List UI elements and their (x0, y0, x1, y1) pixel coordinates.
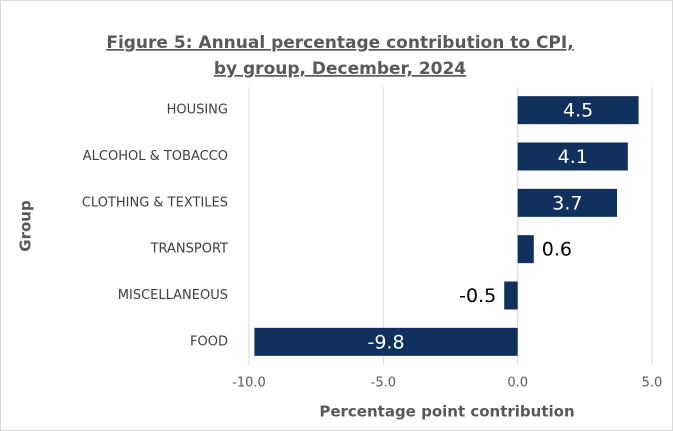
y-tick-label: ALCOHOL & TOBACCO (83, 149, 228, 164)
y-tick-label: TRANSPORT (150, 242, 228, 257)
y-tick-label: CLOTHING & TEXTILES (82, 195, 228, 210)
data-label: -9.8 (367, 331, 404, 353)
bar (517, 96, 639, 125)
bar (517, 188, 618, 217)
x-axis-label: Percentage point contribution (319, 403, 574, 421)
chart-title: Figure 5: Annual percentage contribution… (106, 33, 573, 53)
y-axis-label: Group (17, 200, 35, 252)
bar (504, 281, 518, 310)
data-label: 4.5 (563, 100, 593, 122)
data-label: 4.1 (558, 146, 588, 168)
y-tick-label: FOOD (190, 334, 228, 349)
data-label: 3.7 (552, 192, 582, 214)
bar (517, 235, 534, 264)
x-tick-label: -10.0 (232, 376, 266, 391)
chart-title: by group, December, 2024 (214, 59, 466, 79)
data-label: -0.5 (459, 285, 496, 307)
y-tick-label: HOUSING (167, 103, 228, 118)
bar (254, 327, 518, 356)
x-tick-label: 0.0 (507, 376, 528, 391)
x-tick-label: -5.0 (371, 376, 396, 391)
bar (517, 142, 628, 171)
y-tick-label: MISCELLANEOUS (118, 288, 228, 303)
data-label: 0.6 (542, 239, 572, 261)
x-tick-label: 5.0 (642, 376, 663, 391)
